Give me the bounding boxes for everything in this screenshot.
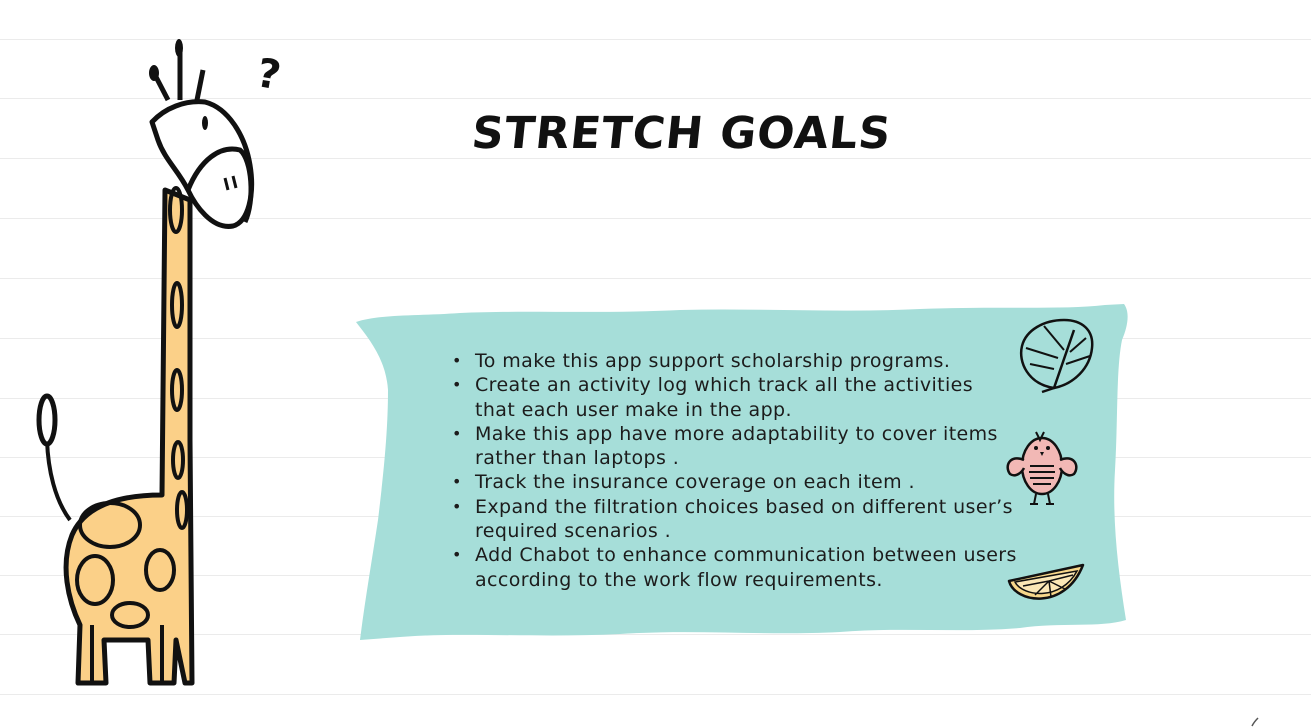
monstera-leaf-icon xyxy=(1019,318,1094,394)
slide-title: STRETCH GOALS xyxy=(469,108,894,159)
goal-item: Track the insurance coverage on each ite… xyxy=(452,470,1017,495)
goal-item: Expand the filtration choices based on d… xyxy=(452,495,1017,544)
orange-slice-icon xyxy=(1007,563,1085,600)
giraffe-illustration: ? xyxy=(36,39,284,686)
stretch-goals-list: To make this app support scholarship pro… xyxy=(452,349,1017,592)
question-mark: ? xyxy=(253,50,284,99)
bird-icon xyxy=(1006,431,1078,505)
goal-item: To make this app support scholarship pro… xyxy=(452,349,1017,374)
goal-item: Make this app have more adaptability to … xyxy=(452,422,1017,471)
corner-mark xyxy=(1251,717,1259,727)
goal-item: Create an activity log which track all t… xyxy=(452,373,1017,422)
goal-item: Add Chabot to enhance communication betw… xyxy=(452,543,1017,592)
